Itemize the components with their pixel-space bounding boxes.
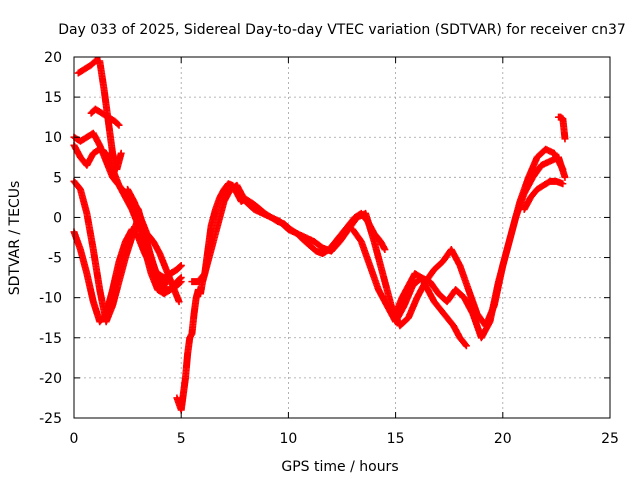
series-track-e xyxy=(74,57,125,173)
x-tick-label: 0 xyxy=(70,431,79,447)
series-track-m xyxy=(555,113,569,143)
y-tick-label: -15 xyxy=(39,331,62,347)
series-track-f xyxy=(87,105,123,129)
y-tick-label: 20 xyxy=(44,50,62,66)
data-point-marker xyxy=(381,246,389,254)
data-point-marker xyxy=(176,263,184,271)
data-point-marker xyxy=(114,120,122,128)
y-tick-label: -10 xyxy=(39,291,62,307)
data-point-marker xyxy=(461,341,469,349)
series-track-j xyxy=(349,153,569,342)
x-tick-label: 20 xyxy=(494,431,512,447)
y-tick-label: -25 xyxy=(39,411,62,427)
y-tick-label: -5 xyxy=(48,251,62,267)
x-tick-label: 5 xyxy=(177,431,186,447)
data-point-marker xyxy=(559,180,567,188)
y-tick-label: 5 xyxy=(53,170,62,186)
data-point-marker xyxy=(115,121,123,129)
x-tick-label: 10 xyxy=(279,431,297,447)
y-tick-label: -20 xyxy=(39,371,62,387)
data-point-marker xyxy=(462,342,470,350)
series-track-g xyxy=(124,185,183,306)
series-track-k xyxy=(392,270,470,350)
x-axis-label: GPS time / hours xyxy=(281,459,398,475)
y-tick-label: 0 xyxy=(53,210,62,226)
data-points xyxy=(70,57,569,414)
x-tick-label: 15 xyxy=(387,431,405,447)
grid-lines xyxy=(74,57,610,418)
data-point-marker xyxy=(177,262,185,270)
x-tick-label: 25 xyxy=(601,431,619,447)
data-point-marker xyxy=(175,298,183,306)
chart-title: Day 033 of 2025, Sidereal Day-to-day VTE… xyxy=(58,22,626,38)
data-point-marker xyxy=(561,135,569,143)
y-tick-label: 15 xyxy=(44,90,62,106)
data-point-marker xyxy=(561,173,569,181)
axis-ticks: 0 5 10 15 20 25 -25 -20 -15 -10 -5 0 5 10 15 20 xyxy=(39,50,619,447)
data-point-marker xyxy=(176,275,184,283)
y-axis-label: SDTVAR / TECUs xyxy=(7,181,23,296)
plot-frame xyxy=(73,56,611,419)
y-tick-label: 10 xyxy=(44,130,62,146)
series-track-l xyxy=(520,177,567,213)
data-point-marker xyxy=(117,149,125,157)
data-point-marker xyxy=(177,274,185,282)
